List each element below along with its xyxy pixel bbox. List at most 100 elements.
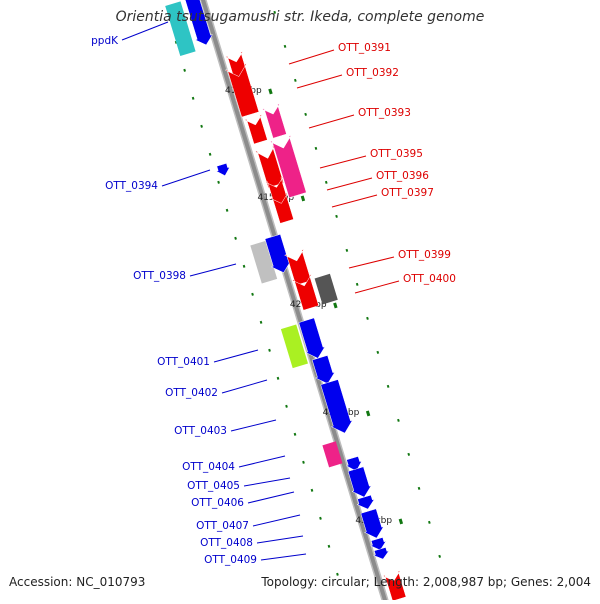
gene-reverse-arrow — [269, 192, 294, 224]
guide-dot — [366, 316, 369, 320]
guide-dot — [314, 146, 318, 150]
label-OTT_0402: OTT_0402 — [165, 387, 218, 399]
guide-dot — [183, 68, 186, 72]
label-OTT_0405: OTT_0405 — [187, 480, 240, 492]
label-OTT_0408: OTT_0408 — [200, 537, 253, 549]
gene-forward-arrow — [356, 494, 375, 510]
accession-text: Accession: NC_010793 — [9, 575, 146, 589]
guide-dot — [268, 348, 271, 352]
label-OTT_0401: OTT_0401 — [157, 356, 210, 368]
guide-dot — [376, 350, 380, 354]
gene-OTT_0406 — [347, 466, 372, 498]
guide-dot — [225, 208, 229, 212]
guide-dot — [276, 376, 280, 380]
label-OTT_0397-leader — [331, 194, 378, 208]
guide-dot — [324, 180, 328, 184]
gene-OTT_0407 — [360, 508, 385, 539]
label-OTT_0396: OTT_0396 — [376, 170, 429, 182]
guide-dot — [217, 180, 220, 184]
guide-dot — [251, 292, 254, 296]
label-OTT_0405-leader — [243, 477, 291, 487]
guide-dot — [327, 544, 331, 548]
label-OTT_0391-leader — [288, 49, 335, 65]
guide-dot — [293, 432, 297, 436]
guide-dot — [417, 486, 421, 490]
gene-OTT_0393 — [261, 103, 287, 139]
label-OTT_0404-leader — [238, 455, 286, 468]
guide-dot — [259, 320, 263, 324]
guide-dot — [428, 520, 431, 524]
label-OTT_0395-leader — [319, 155, 367, 169]
label-OTT_0401-leader — [213, 349, 259, 363]
backbone-line — [200, 0, 389, 604]
label-ppdK: ppdK — [91, 35, 119, 47]
label-OTT_0398: OTT_0398 — [133, 270, 186, 282]
guide-dot — [407, 452, 411, 456]
label-OTT_0409: OTT_0409 — [204, 554, 257, 566]
label-OTT_0403-leader — [230, 419, 277, 432]
guide-dot — [200, 124, 203, 128]
guide-dot — [208, 152, 212, 156]
label-OTT_0395: OTT_0395 — [370, 148, 423, 160]
gene-OTT_0395 — [254, 145, 284, 189]
gene-OTT_0398 — [250, 240, 278, 284]
scale-tick — [268, 88, 273, 95]
label-ppdK-leader — [121, 21, 169, 41]
label-OTT_0397: OTT_0397 — [381, 187, 434, 199]
label-OTT_0404: OTT_0404 — [182, 461, 235, 473]
label-OTT_0400-leader — [354, 280, 400, 294]
guide-dot — [386, 384, 390, 388]
label-OTT_0406: OTT_0406 — [191, 497, 244, 509]
label-OTT_0408-leader — [256, 535, 304, 544]
scale-tick — [365, 410, 371, 417]
gene-OTT_0408 — [369, 537, 387, 551]
label-OTT_0399-leader — [348, 256, 395, 269]
label-OTT_0407-leader — [252, 514, 301, 527]
label-OTT_0406-leader — [247, 491, 295, 504]
label-OTT_0398-leader — [189, 263, 237, 277]
guide-dot — [285, 404, 288, 408]
gene-forward-arrow — [184, 0, 214, 46]
guide-dot — [438, 554, 442, 558]
scale-tick — [398, 518, 404, 525]
label-OTT_0396-leader — [326, 177, 373, 191]
gene-reverse-arrow — [291, 273, 320, 311]
gene-OTT_0402 — [311, 355, 336, 385]
label-OTT_0402-leader — [221, 379, 268, 394]
label-OTT_0400: OTT_0400 — [403, 273, 456, 285]
label-OTT_0407: OTT_0407 — [196, 520, 249, 532]
guide-dot — [174, 40, 178, 44]
guide-dot — [242, 264, 246, 268]
label-OTT_0391: OTT_0391 — [338, 42, 391, 54]
label-OTT_0403: OTT_0403 — [174, 425, 227, 437]
scale-tick — [300, 195, 306, 202]
label-OTT_0393: OTT_0393 — [358, 107, 411, 119]
label-OTT_0393-leader — [308, 114, 355, 129]
gene-reverse-arrow — [382, 570, 407, 602]
gene-OTT_0403 — [320, 379, 353, 434]
gene-OTT_0400 — [314, 273, 338, 305]
label-OTT_0394-leader — [161, 169, 211, 187]
guide-dot — [293, 78, 297, 82]
gene-ppdK — [165, 1, 196, 56]
guide-dot — [310, 488, 314, 492]
genome-title: Orientia tsutsugamushi str. Ikeda, compl… — [115, 9, 485, 25]
label-OTT_0394: OTT_0394 — [105, 180, 158, 192]
gene-OTT_0392 — [224, 63, 260, 118]
label-OTT_0399: OTT_0399 — [398, 249, 451, 261]
label-OTT_0409-leader — [260, 553, 307, 561]
guide-dot — [335, 214, 338, 218]
gene-forward-arrow — [298, 317, 326, 359]
gene-OTT_0404 — [322, 441, 343, 468]
gene-OTT_0409 — [372, 547, 390, 560]
guide-dot — [283, 44, 287, 48]
gene-reverse-arrow — [243, 114, 268, 145]
guide-dot — [273, 10, 277, 14]
gene-OTT_0405 — [345, 456, 363, 472]
guide-dot — [355, 282, 359, 286]
guide-dot — [302, 460, 305, 464]
gene-OTT_0401 — [280, 324, 308, 369]
guide-dot — [304, 112, 307, 116]
